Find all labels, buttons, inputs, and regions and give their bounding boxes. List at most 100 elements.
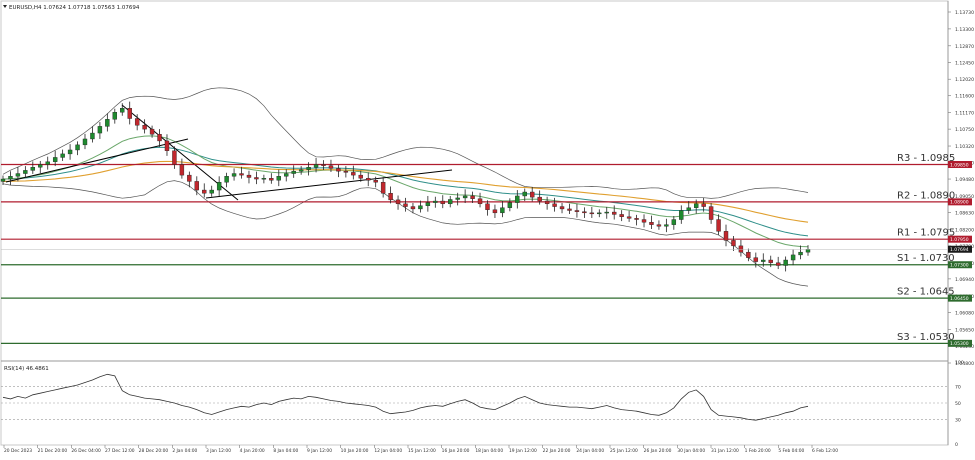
rsi-tick-label: 0	[955, 442, 958, 448]
candle-down	[388, 192, 393, 201]
candle-down	[254, 177, 259, 180]
candle-down	[172, 150, 177, 165]
price-tick-label: 1.09050	[955, 194, 974, 200]
candle-down	[246, 174, 252, 178]
candle-up	[15, 173, 21, 177]
time-tick-label: 8 Jan 04:00	[273, 448, 298, 454]
price-tick-label: 1.12020	[955, 77, 974, 83]
candle-up	[783, 259, 788, 266]
candle-up	[105, 119, 110, 127]
candle-up	[306, 167, 311, 170]
candle-up	[790, 254, 796, 261]
price-tick-label: 1.04800	[955, 361, 974, 367]
candles	[0, 101, 811, 272]
candle-down	[731, 240, 736, 247]
candle-down	[194, 181, 199, 191]
candle-down	[716, 219, 721, 232]
price-tick-label: 1.11170	[955, 111, 974, 117]
candle-down	[373, 180, 378, 183]
price-tick-label: 1.06940	[955, 277, 974, 283]
price-tick-label: 1.13300	[955, 27, 974, 33]
price-tick-label: 1.10750	[955, 127, 974, 133]
price-tick-label: 1.12870	[955, 44, 974, 50]
candle-down	[142, 125, 147, 130]
candle-down	[619, 214, 624, 217]
candle-up	[522, 191, 527, 197]
candle-down	[492, 209, 498, 214]
title-arrow-icon	[3, 5, 7, 8]
candle-up	[52, 157, 58, 162]
candle-down	[477, 198, 483, 205]
time-tick-label: 4 Jan 20:00	[240, 448, 265, 454]
candle-up	[433, 200, 438, 203]
trend-line-up	[5, 138, 189, 183]
candle-up	[112, 112, 118, 120]
candle-down	[269, 178, 274, 181]
current-price: 1.07694	[1, 245, 972, 253]
candle-down	[157, 134, 162, 142]
level-tag-s3	[948, 339, 972, 347]
level-tag-r2	[948, 198, 972, 206]
candle-down	[574, 210, 580, 212]
candle-up	[276, 176, 281, 181]
candle-down	[768, 259, 773, 263]
candle-up	[224, 176, 229, 183]
candle-down	[537, 196, 542, 202]
time-tick-label: 6 Feb 12:00	[812, 448, 838, 454]
candle-up	[798, 251, 803, 256]
candle-up	[313, 164, 319, 168]
candle-down	[366, 178, 371, 181]
candle-down	[582, 211, 587, 214]
level-tag-label: 1.09850	[950, 162, 969, 168]
rsi-tick-label: 70	[955, 385, 961, 391]
candle-down	[470, 195, 475, 199]
rsi-line	[2, 373, 809, 421]
candle-up	[686, 207, 691, 211]
candle-up	[455, 197, 460, 200]
candle-down	[328, 165, 334, 169]
candle-up	[418, 205, 423, 210]
candle-up	[597, 212, 602, 215]
time-tick-label: 26 Jan 20:00	[644, 448, 672, 454]
price-tick-label: 1.13730	[955, 10, 974, 16]
candle-down	[559, 206, 565, 210]
price-tick-label: 1.06080	[955, 311, 974, 317]
time-tick-label: 26 Dec 04:00	[71, 448, 101, 454]
price-tick-label: 1.11600	[955, 94, 974, 100]
time-tick-label: 5 Feb 04:00	[778, 448, 804, 454]
candle-down	[723, 231, 729, 241]
time-tick-label: 25 Jan 12:00	[610, 448, 638, 454]
level-label-r1: R1 - 1.0795	[897, 228, 955, 239]
candle-down	[612, 211, 617, 215]
candle-up	[38, 164, 43, 168]
candle-down	[656, 224, 662, 227]
time-tick-label: 20 Dec 2023	[4, 448, 32, 454]
time-tick-label: 18 Jan 04:00	[475, 448, 503, 454]
level-tag-label: 1.07300	[950, 263, 969, 269]
candle-up	[761, 259, 766, 262]
time-tick-label: 16 Jan 20:00	[442, 448, 470, 454]
rsi-tick-label: 30	[955, 417, 961, 423]
candle-up	[261, 178, 267, 180]
candle-down	[753, 257, 759, 262]
rsi-tick-label: 100	[955, 360, 964, 366]
candle-up	[82, 138, 88, 146]
candle-down	[544, 200, 550, 205]
level-tag-r3	[948, 161, 972, 169]
bollinger-upper	[2, 87, 809, 199]
candle-up	[209, 189, 214, 194]
candle-down	[403, 203, 408, 207]
candle-down	[775, 262, 781, 266]
candle-down	[179, 164, 185, 176]
time-tick-label: 10 Jan 20:00	[341, 448, 369, 454]
candle-down	[202, 189, 207, 194]
time-tick-label: 15 Jan 12:00	[408, 448, 436, 454]
candle-up	[231, 173, 237, 177]
candle-up	[679, 210, 684, 220]
candle-up	[500, 207, 505, 214]
candle-down	[552, 203, 557, 207]
level-tag-label: 1.07950	[950, 237, 969, 243]
time-tick-label: 27 Dec 12:00	[105, 448, 135, 454]
candle-down	[351, 172, 356, 176]
candle-down	[127, 108, 132, 119]
